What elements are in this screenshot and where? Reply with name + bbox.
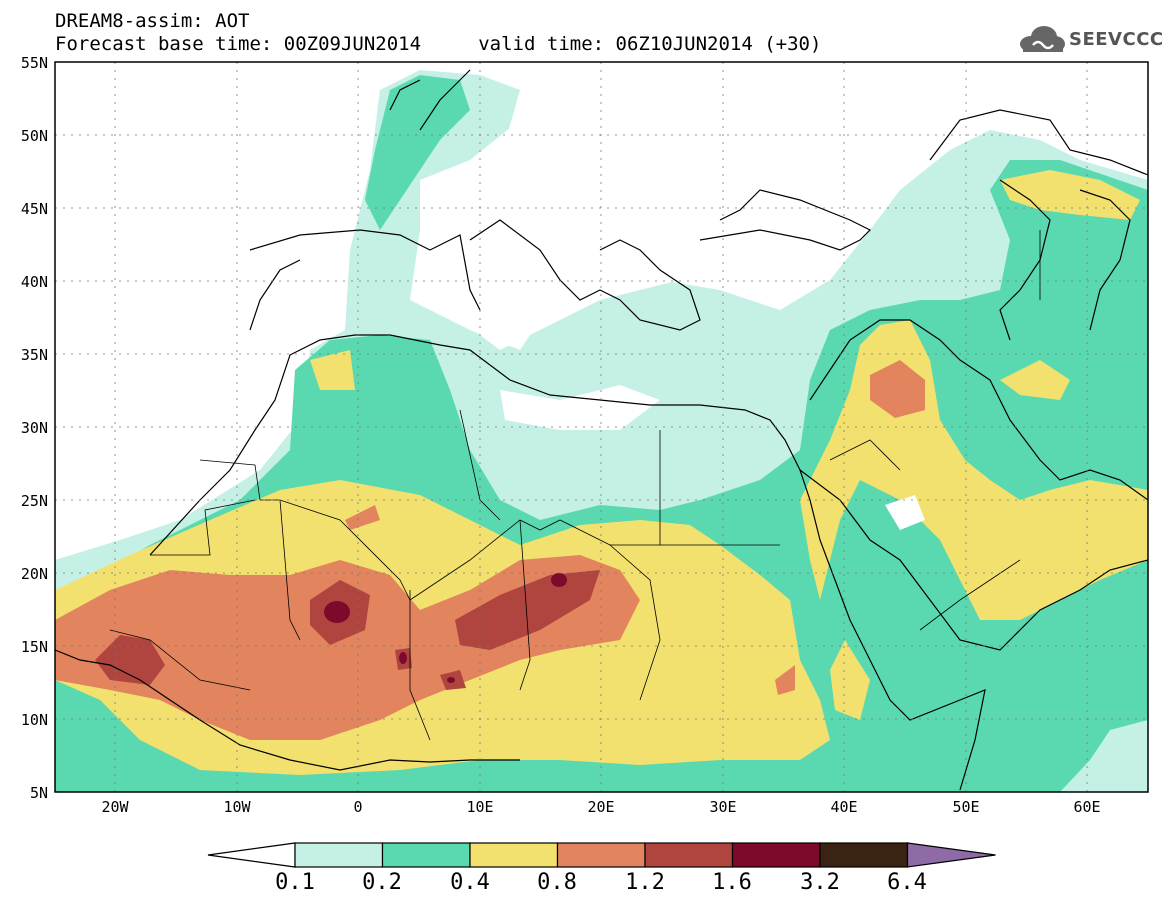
aot-band-clear xyxy=(420,80,925,530)
lon-label: 20E xyxy=(587,798,615,816)
colorbar xyxy=(207,842,996,868)
colorbar-label: 1.6 xyxy=(712,870,752,895)
gridlines xyxy=(55,62,1148,792)
map-frame xyxy=(54,61,1149,793)
colorbar-label: 0.8 xyxy=(537,870,577,895)
colorbar-swatch xyxy=(731,842,821,868)
cloud-icon xyxy=(1020,26,1065,52)
colorbar-label: 1.2 xyxy=(625,870,665,895)
lat-label: 10N xyxy=(20,711,48,729)
aot-band-1-6 xyxy=(324,573,567,683)
lat-label: 35N xyxy=(20,346,48,364)
seevccc-logo: SEEVCCC xyxy=(1017,23,1163,57)
lon-label: 0 xyxy=(353,798,363,816)
colorbar-swatch xyxy=(819,842,909,868)
colorbar-swatch xyxy=(469,842,559,868)
lat-label: 50N xyxy=(20,127,48,145)
colorbar-label: 0.1 xyxy=(275,870,315,895)
lon-label: 10W xyxy=(223,798,251,816)
colorbar-label: 0.4 xyxy=(450,870,490,895)
colorbar-label: 0.2 xyxy=(362,870,402,895)
chart-title-line2: Forecast base time: 00Z09JUN2014 valid t… xyxy=(55,33,822,55)
lat-label: 20N xyxy=(20,565,48,583)
colorbar-arrow-high xyxy=(906,842,996,868)
lon-label: 30E xyxy=(709,798,737,816)
lat-label: 55N xyxy=(20,54,48,72)
lat-label: 30N xyxy=(20,419,48,437)
lon-label: 60E xyxy=(1073,798,1101,816)
lon-label: 10E xyxy=(466,798,494,816)
colorbar-label: 3.2 xyxy=(800,870,840,895)
colorbar-arrow-low xyxy=(207,842,296,868)
colorbar-swatch xyxy=(556,842,646,868)
lon-label: 50E xyxy=(952,798,980,816)
lat-label: 5N xyxy=(29,784,48,802)
colorbar-swatch xyxy=(644,842,734,868)
colorbar-swatch xyxy=(381,842,471,868)
logo-text: SEEVCCC xyxy=(1069,29,1164,50)
lat-label: 40N xyxy=(20,273,48,291)
lat-label: 45N xyxy=(20,200,48,218)
lat-label: 25N xyxy=(20,492,48,510)
lat-label: 15N xyxy=(20,638,48,656)
colorbar-swatch xyxy=(294,842,384,868)
chart-title-line1: DREAM8-assim: AOT xyxy=(55,10,250,32)
colorbar-label: 6.4 xyxy=(887,870,927,895)
lon-label: 20W xyxy=(101,798,129,816)
aot-band-1-2 xyxy=(95,570,600,690)
lon-label: 40E xyxy=(830,798,858,816)
aot-field xyxy=(55,70,1148,792)
